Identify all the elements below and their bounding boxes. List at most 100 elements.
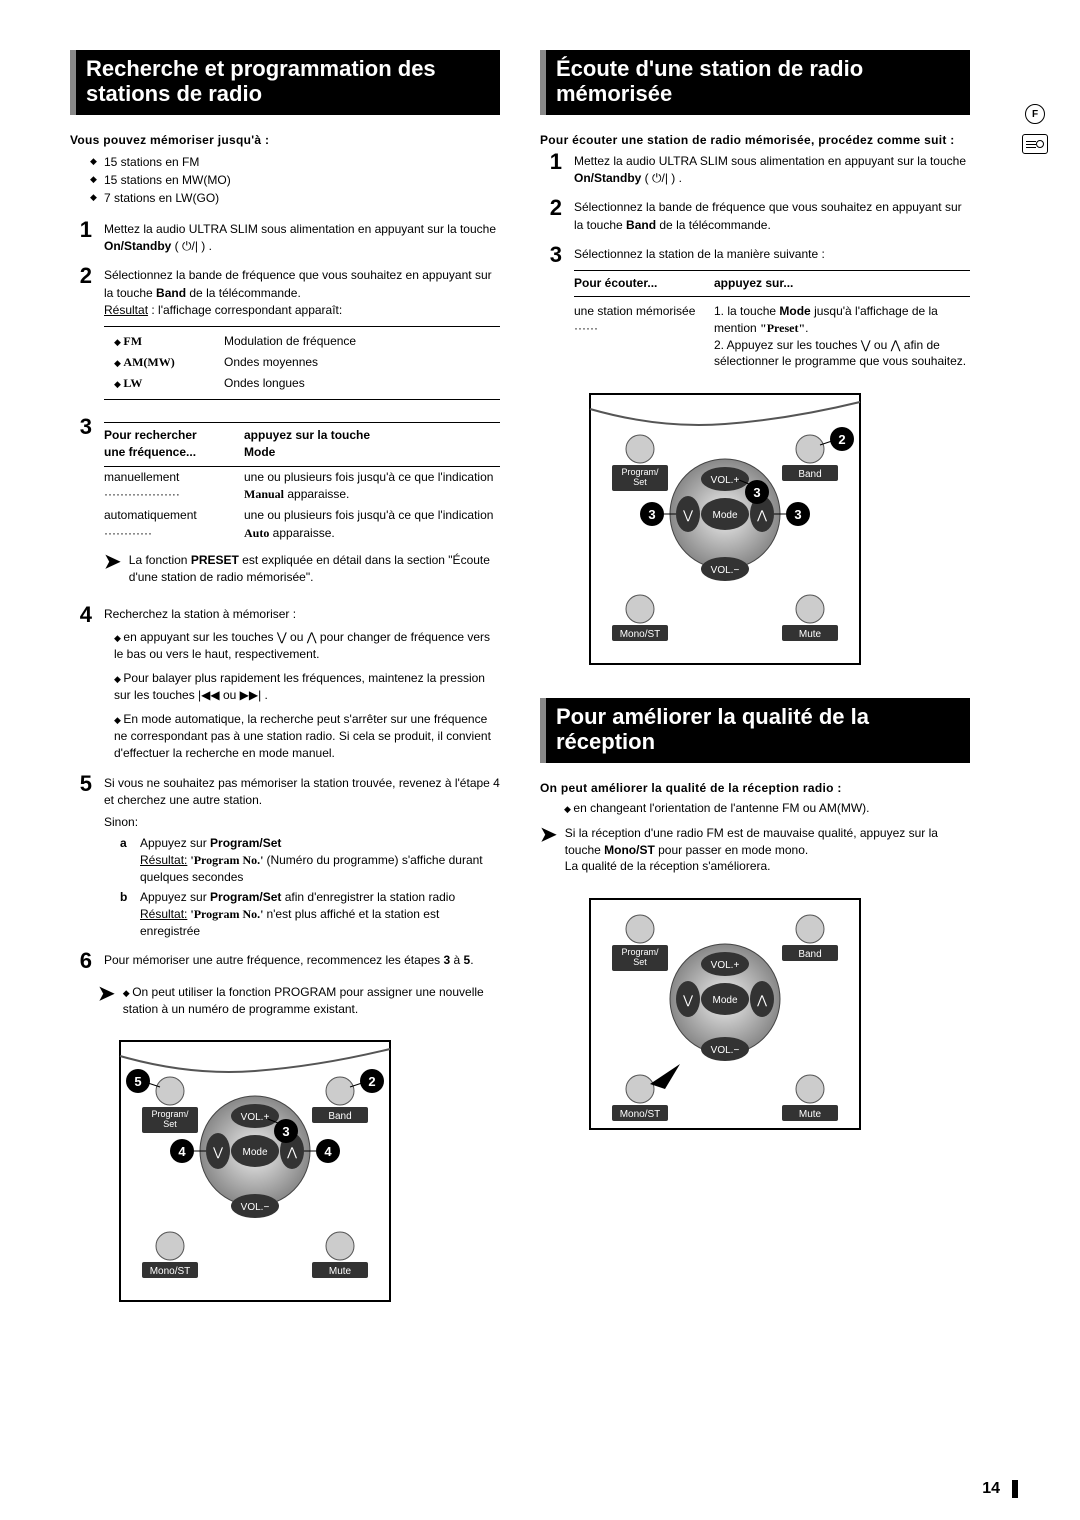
td: une ou plusieurs fois jusqu'à ce que l'i… (244, 470, 493, 484)
th: Pour écouter... (574, 275, 714, 292)
txt-bold: Mono/ST (604, 843, 655, 857)
svg-text:4: 4 (324, 1144, 332, 1159)
band-name: AM(MW) (123, 355, 174, 369)
svg-text:VOL.+: VOL.+ (711, 475, 740, 486)
left-subhdr: Vous pouvez mémoriser jusqu'à : (70, 133, 500, 147)
step-text: Mettez la audio ULTRA SLIM sous alimenta… (104, 222, 496, 236)
svg-text:Set: Set (163, 1119, 177, 1129)
svg-text:⋀: ⋀ (756, 993, 767, 1007)
td-bold: Auto (244, 526, 269, 540)
txt-bold: Mode (779, 304, 810, 318)
left-column: Recherche et programmation des stations … (70, 50, 500, 1311)
right-header-2: Pour améliorer la qualité de la réceptio… (540, 698, 970, 763)
cap-item: 7 stations en LW(GO) (104, 189, 500, 207)
left-title-2: stations de radio (86, 81, 490, 106)
txt-bold: Program/Set (210, 836, 281, 850)
note-text: On peut utiliser la fonction PROGRAM pou… (123, 984, 500, 1018)
svg-text:Mono/ST: Mono/ST (150, 1266, 191, 1277)
remote-diagram-left: Program/ Set Program/Set Band Mode VOL.+… (70, 1031, 440, 1311)
dots: ··················· (104, 487, 180, 501)
step-text: de la télécommande. (186, 286, 301, 300)
svg-text:5: 5 (134, 1074, 141, 1089)
left-step-4: 4 Recherchez la station à mémoriser : en… (70, 606, 500, 763)
svg-text:Mute: Mute (799, 629, 822, 640)
left-step-5: 5 Si vous ne souhaitez pas mémoriser la … (70, 775, 500, 940)
arrow-icon: ➤ (98, 984, 115, 1018)
txt-bold: "Preset" (760, 321, 805, 335)
svg-text:2: 2 (368, 1074, 375, 1089)
left-header: Recherche et programmation des stations … (70, 50, 500, 115)
svg-text:Mode: Mode (712, 510, 737, 521)
svg-text:Band: Band (798, 469, 821, 480)
svg-text:Mode: Mode (712, 995, 737, 1006)
svg-text:3: 3 (648, 507, 655, 522)
txt: La qualité de la réception s'améliorera. (565, 859, 771, 873)
right-column: Écoute d'une station de radio mémorisée … (540, 50, 970, 1311)
band-desc: Ondes longues (224, 375, 500, 392)
result-label: Résultat: (140, 907, 187, 921)
bullet: en appuyant sur les touches ⋁ ou ⋀ pour … (114, 629, 500, 664)
capacity-list: 15 stations en FM 15 stations en MW(MO) … (70, 153, 500, 207)
td: apparaisse. (284, 487, 349, 501)
note-text: La fonction (129, 553, 191, 567)
svg-text:Band: Band (798, 949, 821, 960)
svg-text:Mode: Mode (242, 1147, 267, 1158)
svg-text:Band: Band (328, 1111, 351, 1122)
step-bold: On/Standby (104, 239, 171, 253)
svg-text:VOL.+: VOL.+ (711, 960, 740, 971)
txt: Sélectionnez la station de la manière su… (574, 246, 970, 263)
svg-text:Mono/ST: Mono/ST (620, 629, 661, 640)
svg-text:2: 2 (838, 432, 845, 447)
svg-text:Program/: Program/ (621, 467, 659, 477)
arrow-icon: ➤ (540, 825, 557, 875)
right-step-2: 2 Sélectionnez la bande de fréquence que… (540, 199, 970, 234)
page-bar (1012, 1480, 1018, 1498)
svg-text:⋁: ⋁ (212, 1145, 223, 1159)
td-bold: Manual (244, 487, 284, 501)
th: Pour rechercher (104, 428, 197, 442)
svg-text:Mono/ST: Mono/ST (620, 1109, 661, 1120)
bullet: Pour balayer plus rapidement les fréquen… (114, 670, 500, 705)
svg-text:Set: Set (633, 477, 647, 487)
left-step-6: 6 Pour mémoriser une autre fréquence, re… (70, 952, 500, 972)
svg-text:Program/: Program/ (151, 1109, 189, 1119)
svg-text:3: 3 (282, 1124, 289, 1139)
left-title-1: Recherche et programmation des (86, 56, 490, 81)
dots: ············ (104, 526, 152, 540)
preset-note: ➤ La fonction PRESET est expliquée en dé… (104, 552, 500, 586)
band-desc: Ondes moyennes (224, 354, 500, 371)
txt: de la télécommande. (656, 218, 771, 232)
svg-text:4: 4 (178, 1144, 186, 1159)
svg-text:⋁: ⋁ (682, 993, 693, 1007)
svg-text:⋁: ⋁ (682, 508, 693, 522)
right-subhdr-2: On peut améliorer la qualité de la récep… (540, 781, 970, 795)
right-title-2: Pour améliorer la qualité de la réceptio… (556, 704, 960, 755)
left-step-2: 2 Sélectionnez la bande de fréquence que… (70, 267, 500, 405)
td: une ou plusieurs fois jusqu'à ce que l'i… (244, 508, 493, 522)
svg-text:⋀: ⋀ (286, 1145, 297, 1159)
svg-text:Mute: Mute (799, 1109, 822, 1120)
txt: 2. Appuyez sur les touches ⋁ ou ⋀ afin d… (714, 338, 966, 369)
step-text: ( ⏻/| ) . (171, 239, 212, 253)
remote-diagram-right-1: Program/Set Band Mode VOL.+ VOL.− ⋁ ⋀ Mo… (540, 384, 910, 674)
svg-text:3: 3 (753, 485, 760, 500)
right-header-1: Écoute d'une station de radio mémorisée (540, 50, 970, 115)
right-subhdr-1: Pour écouter une station de radio mémori… (540, 133, 970, 147)
svg-text:Program/: Program/ (621, 947, 659, 957)
bullet: En mode automatique, la recherche peut s… (114, 711, 500, 763)
radio-icon (1022, 134, 1048, 154)
band-desc: Modulation de fréquence (224, 333, 500, 350)
svg-text:⋀: ⋀ (756, 508, 767, 522)
th: appuyez sur la touche (244, 428, 370, 442)
band-name: FM (123, 334, 142, 348)
left-step-3: 3 Pour rechercherune fréquence... appuye… (70, 418, 500, 594)
step-text: Sinon: (104, 814, 500, 831)
txt: Mettez la audio ULTRA SLIM sous alimenta… (574, 154, 966, 168)
svg-text:3: 3 (794, 507, 801, 522)
arrow-icon: ➤ (104, 552, 121, 586)
td: une station mémorisée ······ (574, 303, 714, 370)
side-badge: F (1022, 104, 1048, 154)
step-bold: Band (156, 286, 186, 300)
td: automatiquement (104, 508, 197, 522)
svg-text:VOL.−: VOL.− (711, 565, 740, 576)
